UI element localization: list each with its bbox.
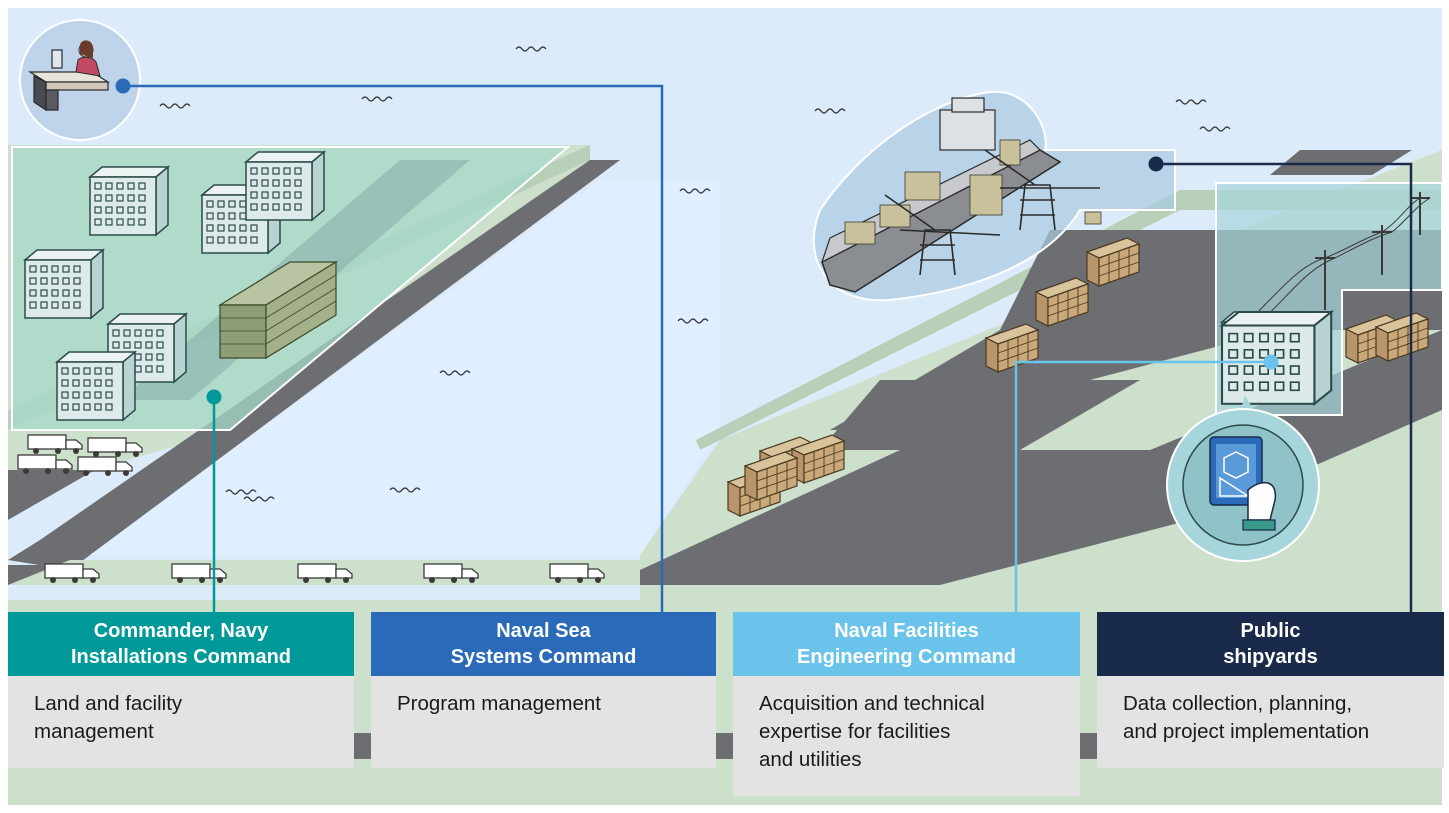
card-description: Data collection, planning, and project i…: [1097, 676, 1444, 768]
card-description-line: and utilities: [759, 748, 862, 771]
card-title-line: Commander, Navy: [93, 620, 269, 642]
card-shipyards: Public shipyards Data collection, plannin…: [1097, 612, 1444, 768]
road-left-vertical: [8, 160, 620, 570]
container-ship-icon: [820, 97, 1102, 293]
office-worker-icon: [19, 19, 141, 141]
road-right-main: [640, 330, 1442, 585]
card-title: Naval Sea Systems Command: [371, 612, 716, 676]
card-title-line: shipyards: [1223, 646, 1318, 668]
card-description: Acquisition and technical expertise for …: [733, 676, 1080, 796]
card-description-line: Program management: [397, 692, 601, 715]
connector-cnic: [206, 389, 222, 612]
card-navfac: Naval Facilities Engineering Command Acqu…: [733, 612, 1080, 796]
building-icon: [245, 151, 325, 221]
card-title-line: Systems Command: [450, 646, 637, 668]
card-title: Public shipyards: [1097, 612, 1444, 676]
container-stack-icon: [217, 260, 339, 360]
card-title-line: Installations Command: [70, 646, 292, 668]
water-basin: [90, 180, 720, 555]
card-description-line: expertise for facilities: [759, 720, 951, 743]
card-description: Land and facility management: [8, 676, 354, 768]
power-line-icon: [1249, 192, 1431, 321]
tablet-blueprint-icon: [1166, 395, 1320, 562]
connector-navsea: [115, 78, 664, 612]
card-description-line: Acquisition and technical: [759, 692, 985, 715]
card-title: Naval Facilities Engineering Command: [733, 612, 1080, 676]
card-title-line: Public: [1240, 620, 1301, 642]
connector-navfac: [1014, 354, 1279, 612]
card-cnic: Commander, Navy Installations Command Lan…: [8, 612, 354, 768]
connector-shipyards: [1148, 156, 1413, 612]
card-description-line: management: [34, 720, 154, 743]
card-description: Program management: [371, 676, 716, 768]
card-description-line: Land and facility: [34, 692, 183, 715]
card-title-line: Naval Facilities: [834, 620, 979, 642]
building-icon: [56, 351, 136, 421]
card-title: Commander, Navy Installations Command: [8, 612, 354, 676]
card-navsea: Naval Sea Systems Command Program managem…: [371, 612, 716, 768]
card-description-line: Data collection, planning,: [1123, 692, 1353, 715]
building-icon: [24, 249, 104, 319]
building-icon: [89, 166, 169, 236]
card-title-line: Naval Sea: [496, 620, 591, 642]
card-description-line: and project implementation: [1123, 720, 1370, 743]
card-title-line: Engineering Command: [797, 646, 1016, 668]
